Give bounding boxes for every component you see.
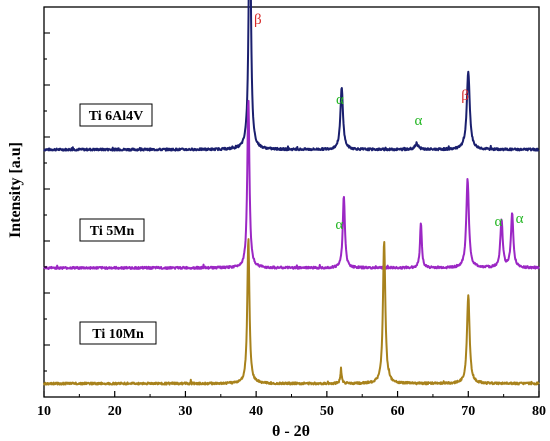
series-label: Ti 6Al4V (89, 109, 144, 124)
series-label-frame (79, 103, 153, 127)
phase-annotation: α (516, 211, 524, 227)
phase-annotation: β (254, 12, 262, 28)
phase-annotation: α (415, 113, 423, 129)
x-tick-label: 20 (108, 404, 122, 419)
phase-annotation: α (336, 92, 344, 108)
y-axis-label: Intensity [a.u] (7, 142, 24, 238)
x-axis-label: θ - 2θ (272, 423, 310, 440)
x-tick-label: 50 (320, 404, 334, 419)
x-tick-label: 60 (391, 404, 405, 419)
series-label-frame (79, 321, 157, 345)
phase-annotation: β (461, 88, 469, 104)
x-tick-label: 80 (532, 404, 546, 419)
x-tick-label: 30 (178, 404, 192, 419)
series-line-ti-5mn (43, 99, 540, 270)
x-tick-label: 40 (249, 404, 263, 419)
series-line-ti-6al4v (43, 0, 540, 152)
ticks-layer: 10 20 30 40 50 60 70 80 (37, 32, 546, 419)
x-tick-label: 10 (37, 404, 51, 419)
series-line-ti-10mn (43, 238, 540, 386)
phase-annotation: α (494, 214, 502, 230)
series-label: Ti 5Mn (90, 224, 135, 239)
series-label-frame (79, 218, 145, 242)
phase-annotation: α (335, 217, 343, 233)
series-label-box: Ti 10Mn (79, 321, 157, 345)
series-label: Ti 10Mn (92, 327, 144, 342)
series-label-box: Ti 5Mn (79, 218, 145, 242)
series-label-box: Ti 6Al4V (79, 103, 153, 127)
x-tick-label: 70 (461, 404, 475, 419)
